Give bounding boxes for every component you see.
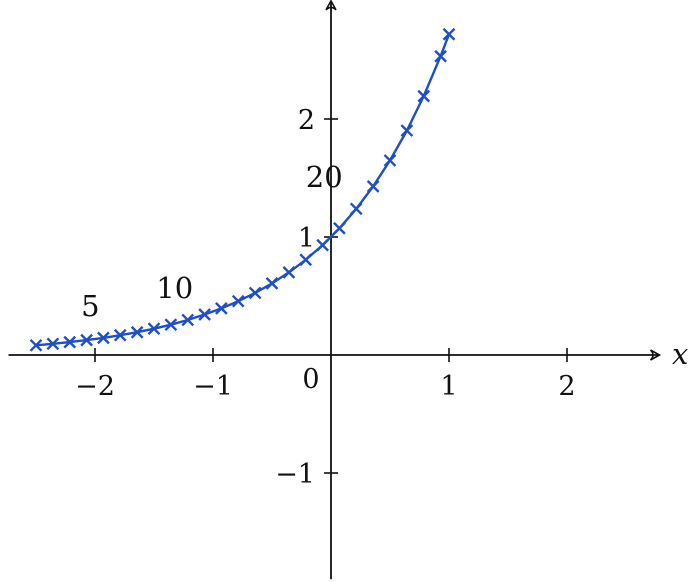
data-point-marker <box>29 338 43 352</box>
data-point-marker <box>333 221 346 235</box>
data-point-marker <box>97 331 110 345</box>
point-label: 20 <box>306 160 343 194</box>
data-point-marker <box>80 333 93 347</box>
y-tick-label: −1 <box>275 459 315 490</box>
data-point-marker <box>248 286 262 300</box>
data-point-marker <box>442 27 456 41</box>
x-axis-label: x <box>672 337 688 371</box>
data-point-marker <box>231 294 245 308</box>
y-tick-label: 1 <box>298 223 315 254</box>
y-tick-label: 2 <box>298 105 315 136</box>
data-point-marker <box>147 322 161 336</box>
data-point-marker <box>400 124 414 137</box>
x-tick-label: 0 <box>302 364 319 395</box>
x-tick-label: 1 <box>440 371 457 402</box>
data-point-marker <box>215 302 228 315</box>
point-label: 5 <box>81 289 99 323</box>
data-point-marker <box>282 266 296 279</box>
data-point-marker <box>316 238 329 252</box>
data-point-marker <box>63 335 77 349</box>
axis-ticks: −2 −1 0 1 2 −1 1 2 <box>75 105 576 490</box>
data-point-marker <box>164 318 178 332</box>
data-point-marker <box>113 328 127 342</box>
data-point-marker <box>349 202 363 216</box>
data-point-marker <box>366 180 380 193</box>
data-point-marker <box>198 308 211 321</box>
x-tick-label: 2 <box>558 371 575 402</box>
x-tick-label: −2 <box>75 371 115 402</box>
data-point-marker <box>181 313 195 327</box>
data-point-marker <box>265 277 279 290</box>
data-point-marker <box>130 325 144 339</box>
x-tick-label: −1 <box>193 371 233 402</box>
point-label: 10 <box>156 271 193 305</box>
data-point-marker <box>46 337 60 351</box>
data-point-marker <box>434 49 447 63</box>
data-point-marker <box>417 89 431 103</box>
data-point-marker <box>299 253 313 267</box>
data-point-marker <box>383 154 397 167</box>
series-group: 5 10 20 <box>29 27 456 352</box>
